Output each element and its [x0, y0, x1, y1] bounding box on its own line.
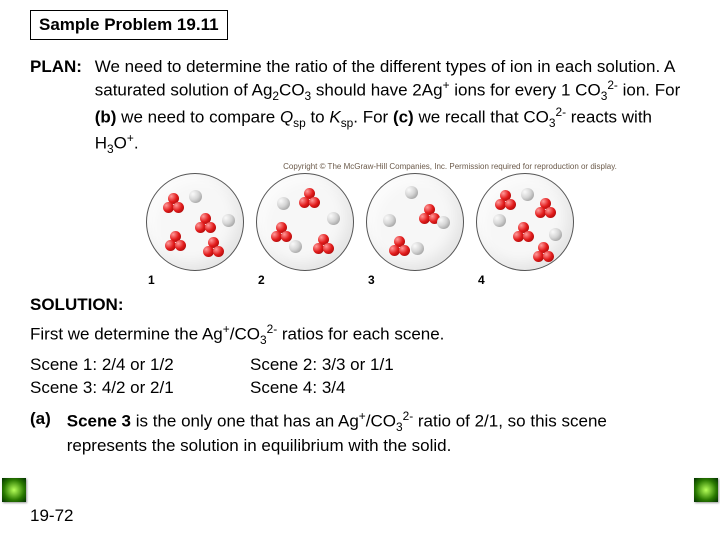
scene-ratio: Scene 1: 2/4 or 1/2 — [30, 354, 250, 377]
scene-number: 4 — [478, 273, 485, 287]
next-slide-button[interactable] — [694, 478, 718, 502]
scene-number: 2 — [258, 273, 265, 287]
solution-label: SOLUTION: — [30, 295, 690, 315]
plan-label: PLAN: — [30, 56, 90, 78]
plan-text: We need to determine the ratio of the di… — [95, 56, 685, 158]
scene-ratio: Scene 3: 4/2 or 2/1 — [30, 377, 250, 400]
silver-ion-icon — [437, 216, 450, 229]
carbonate-ion-icon — [389, 236, 411, 256]
scene-number: 3 — [368, 273, 375, 287]
carbonate-ion-icon — [203, 237, 225, 257]
scene-circle: 4 — [476, 173, 574, 287]
scene-ratio-grid: Scene 1: 2/4 or 1/2 Scene 2: 3/3 or 1/1 … — [30, 354, 690, 400]
silver-ion-icon — [493, 214, 506, 227]
molecule-circle — [476, 173, 574, 271]
silver-ion-icon — [521, 188, 534, 201]
scene-circle: 3 — [366, 173, 464, 287]
scene-ratio: Scene 4: 3/4 — [250, 377, 470, 400]
molecule-circle — [146, 173, 244, 271]
carbonate-ion-icon — [163, 193, 185, 213]
carbonate-ion-icon — [513, 222, 535, 242]
molecule-circle — [256, 173, 354, 271]
carbonate-ion-icon — [165, 231, 187, 251]
carbonate-ion-icon — [533, 242, 555, 262]
silver-ion-icon — [289, 240, 302, 253]
silver-ion-icon — [327, 212, 340, 225]
page-number: 19-72 — [30, 506, 73, 526]
silver-ion-icon — [189, 190, 202, 203]
part-a-text: Scene 3 is the only one that has an Ag+/… — [67, 408, 687, 458]
scene-circle: 1 — [146, 173, 244, 287]
silver-ion-icon — [549, 228, 562, 241]
silver-ion-icon — [383, 214, 396, 227]
carbonate-ion-icon — [313, 234, 335, 254]
prev-slide-button[interactable] — [2, 478, 26, 502]
part-a-block: (a) Scene 3 is the only one that has an … — [30, 408, 690, 458]
problem-title: Sample Problem 19.11 — [30, 10, 228, 40]
carbonate-ion-icon — [195, 213, 217, 233]
scene-circle: 2 — [256, 173, 354, 287]
circles-wrap: 1 2 3 4 — [146, 173, 574, 287]
scene-ratio: Scene 2: 3/3 or 1/1 — [250, 354, 470, 377]
part-a-label: (a) — [30, 408, 62, 431]
molecule-circle — [366, 173, 464, 271]
solution-intro: First we determine the Ag+/CO32- ratios … — [30, 321, 690, 348]
carbonate-ion-icon — [299, 188, 321, 208]
silver-ion-icon — [222, 214, 235, 227]
silver-ion-icon — [411, 242, 424, 255]
silver-ion-icon — [277, 197, 290, 210]
carbonate-ion-icon — [535, 198, 557, 218]
carbonate-ion-icon — [271, 222, 293, 242]
copyright-text: Copyright © The McGraw-Hill Companies, I… — [180, 162, 720, 171]
diagram-section: Copyright © The McGraw-Hill Companies, I… — [0, 162, 720, 287]
silver-ion-icon — [405, 186, 418, 199]
plan-block: PLAN: We need to determine the ratio of … — [30, 56, 690, 158]
carbonate-ion-icon — [495, 190, 517, 210]
scene-number: 1 — [148, 273, 155, 287]
